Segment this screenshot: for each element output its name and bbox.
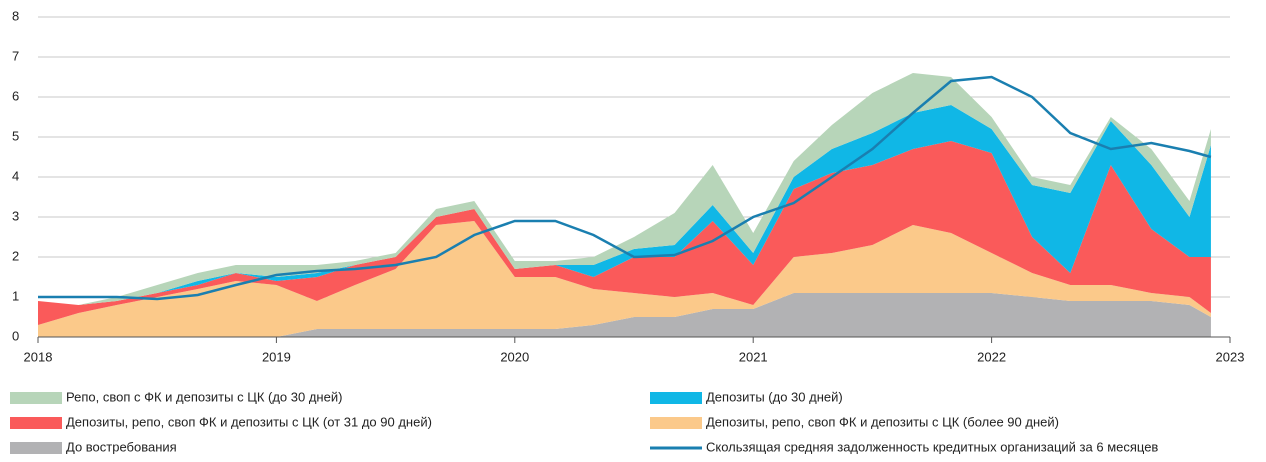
legend-swatch xyxy=(10,417,62,429)
area xyxy=(38,293,1211,337)
area xyxy=(38,141,1211,325)
x-tick-label: 2023 xyxy=(1216,349,1245,364)
legend-label: Репо, своп с ФК и депозиты с ЦК (до 30 д… xyxy=(66,389,342,404)
y-tick-label: 5 xyxy=(12,128,19,143)
legend-label: Депозиты, репо, своп ФК и депозиты с ЦК … xyxy=(66,414,432,429)
legend-swatch xyxy=(650,417,702,429)
y-tick-label: 3 xyxy=(12,208,19,223)
legend-swatch xyxy=(650,392,702,404)
x-tick-label: 2020 xyxy=(500,349,529,364)
y-tick-label: 1 xyxy=(12,288,19,303)
y-tick-label: 4 xyxy=(12,168,19,183)
y-tick-label: 7 xyxy=(12,48,19,63)
y-tick-label: 0 xyxy=(12,328,19,343)
legend-swatch xyxy=(10,442,62,454)
legend-swatch xyxy=(10,392,62,404)
y-tick-label: 2 xyxy=(12,248,19,263)
legend-label: Депозиты, репо, своп ФК и депозиты с ЦК … xyxy=(706,414,1059,429)
legend-label: До востребования xyxy=(66,439,177,454)
line xyxy=(38,75,1212,301)
legend-label: Скользящая средняя задолженность кредитн… xyxy=(706,439,1158,454)
x-tick-label: 2018 xyxy=(24,349,53,364)
legend-label: Депозиты (до 30 дней) xyxy=(706,389,843,404)
y-tick-label: 8 xyxy=(12,8,19,23)
y-tick-label: 6 xyxy=(12,88,19,103)
x-tick-label: 2019 xyxy=(262,349,291,364)
x-tick-label: 2021 xyxy=(739,349,768,364)
x-tick-label: 2022 xyxy=(977,349,1006,364)
area xyxy=(38,221,1211,337)
